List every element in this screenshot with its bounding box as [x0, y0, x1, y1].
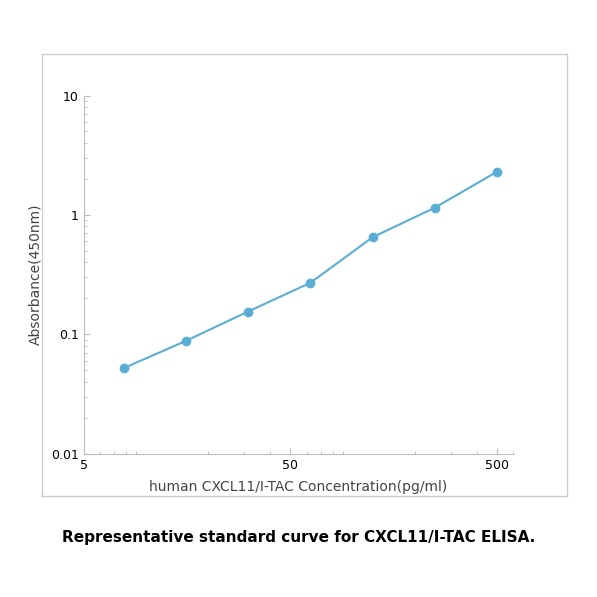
Y-axis label: Absorbance(450nm): Absorbance(450nm) — [29, 204, 42, 346]
X-axis label: human CXCL11/I-TAC Concentration(pg/ml): human CXCL11/I-TAC Concentration(pg/ml) — [149, 480, 448, 494]
Text: Representative standard curve for CXCL11/I-TAC ELISA.: Representative standard curve for CXCL11… — [62, 530, 535, 545]
